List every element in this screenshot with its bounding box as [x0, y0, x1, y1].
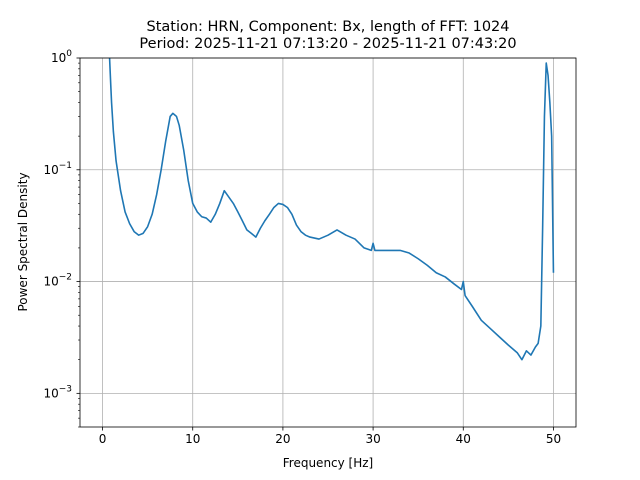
plot-area	[108, 57, 555, 361]
y-tick-label: 10−2	[43, 273, 72, 289]
y-axis-label: Power Spectral Density	[16, 172, 30, 311]
x-axis-label: Frequency [Hz]	[283, 456, 374, 470]
x-tick-label: 0	[99, 432, 107, 446]
axis-ticks: 0 10 20 30 40 50 10−3 10−2 10−1 100	[43, 49, 561, 446]
chart-title-line-2: Period: 2025-11-21 07:13:20 - 2025-11-21…	[139, 36, 516, 52]
x-tick-label: 10	[185, 432, 200, 446]
x-tick-label: 20	[275, 432, 290, 446]
axes-frame	[79, 57, 577, 428]
x-tick-label: 50	[546, 432, 561, 446]
psd-series-line	[108, 57, 555, 361]
x-tick-label: 40	[456, 432, 471, 446]
y-tick-label: 10−3	[43, 384, 72, 400]
y-tick-label: 100	[51, 49, 72, 65]
chart-title-line-1: Station: HRN, Component: Bx, length of F…	[146, 19, 509, 35]
x-tick-label: 30	[365, 432, 380, 446]
y-tick-label: 10−1	[43, 161, 72, 177]
